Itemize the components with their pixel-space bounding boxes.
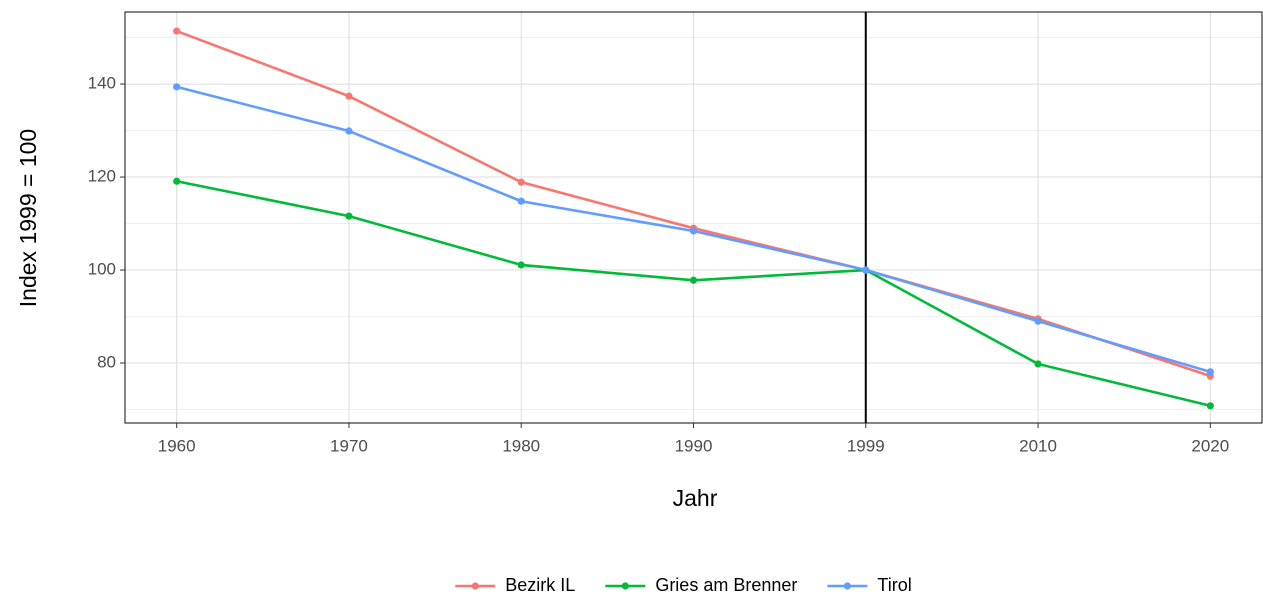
x-tick-label: 2010 bbox=[1019, 436, 1057, 455]
data-point bbox=[1206, 402, 1214, 410]
legend-item: Gries am Brenner bbox=[605, 575, 797, 595]
legend-swatch-point bbox=[843, 582, 851, 590]
panel-border bbox=[124, 11, 1263, 424]
data-point bbox=[1206, 368, 1214, 376]
data-point bbox=[689, 276, 698, 284]
data-point bbox=[1034, 317, 1042, 325]
x-axis-label: Jahr bbox=[673, 485, 718, 511]
data-point bbox=[345, 212, 353, 220]
y-tick-label: 120 bbox=[88, 167, 116, 186]
x-tick-label: 1970 bbox=[330, 436, 368, 455]
data-point bbox=[1034, 360, 1042, 368]
y-tick-label: 100 bbox=[88, 260, 116, 279]
legend-label: Bezirk IL bbox=[505, 575, 575, 595]
x-tick-label: 2020 bbox=[1191, 436, 1229, 455]
legend-swatch-point bbox=[621, 582, 629, 590]
data-point bbox=[862, 266, 870, 274]
x-tick-label: 1980 bbox=[502, 436, 540, 455]
data-point bbox=[689, 227, 698, 235]
y-axis-label: Index 1999 = 100 bbox=[15, 129, 41, 307]
x-tick-label: 1960 bbox=[158, 436, 196, 455]
data-point bbox=[345, 127, 353, 135]
x-tick-label: 1990 bbox=[675, 436, 713, 455]
legend-label: Tirol bbox=[877, 575, 911, 595]
data-point bbox=[517, 178, 525, 186]
legend-label: Gries am Brenner bbox=[655, 575, 797, 595]
x-tick-label: 1999 bbox=[847, 436, 885, 455]
data-point bbox=[517, 197, 525, 205]
legend-item: Bezirk IL bbox=[455, 575, 575, 595]
legend-swatch-point bbox=[471, 582, 479, 590]
data-point bbox=[345, 92, 353, 100]
data-point bbox=[173, 83, 181, 91]
data-point bbox=[517, 261, 525, 269]
y-tick-label: 140 bbox=[88, 74, 116, 93]
legend-item: Tirol bbox=[827, 575, 912, 595]
data-point bbox=[173, 27, 181, 35]
legend: Bezirk IL Gries am Brenner Tirol bbox=[455, 575, 912, 595]
y-tick-label: 80 bbox=[97, 353, 116, 372]
data-point bbox=[173, 177, 181, 185]
